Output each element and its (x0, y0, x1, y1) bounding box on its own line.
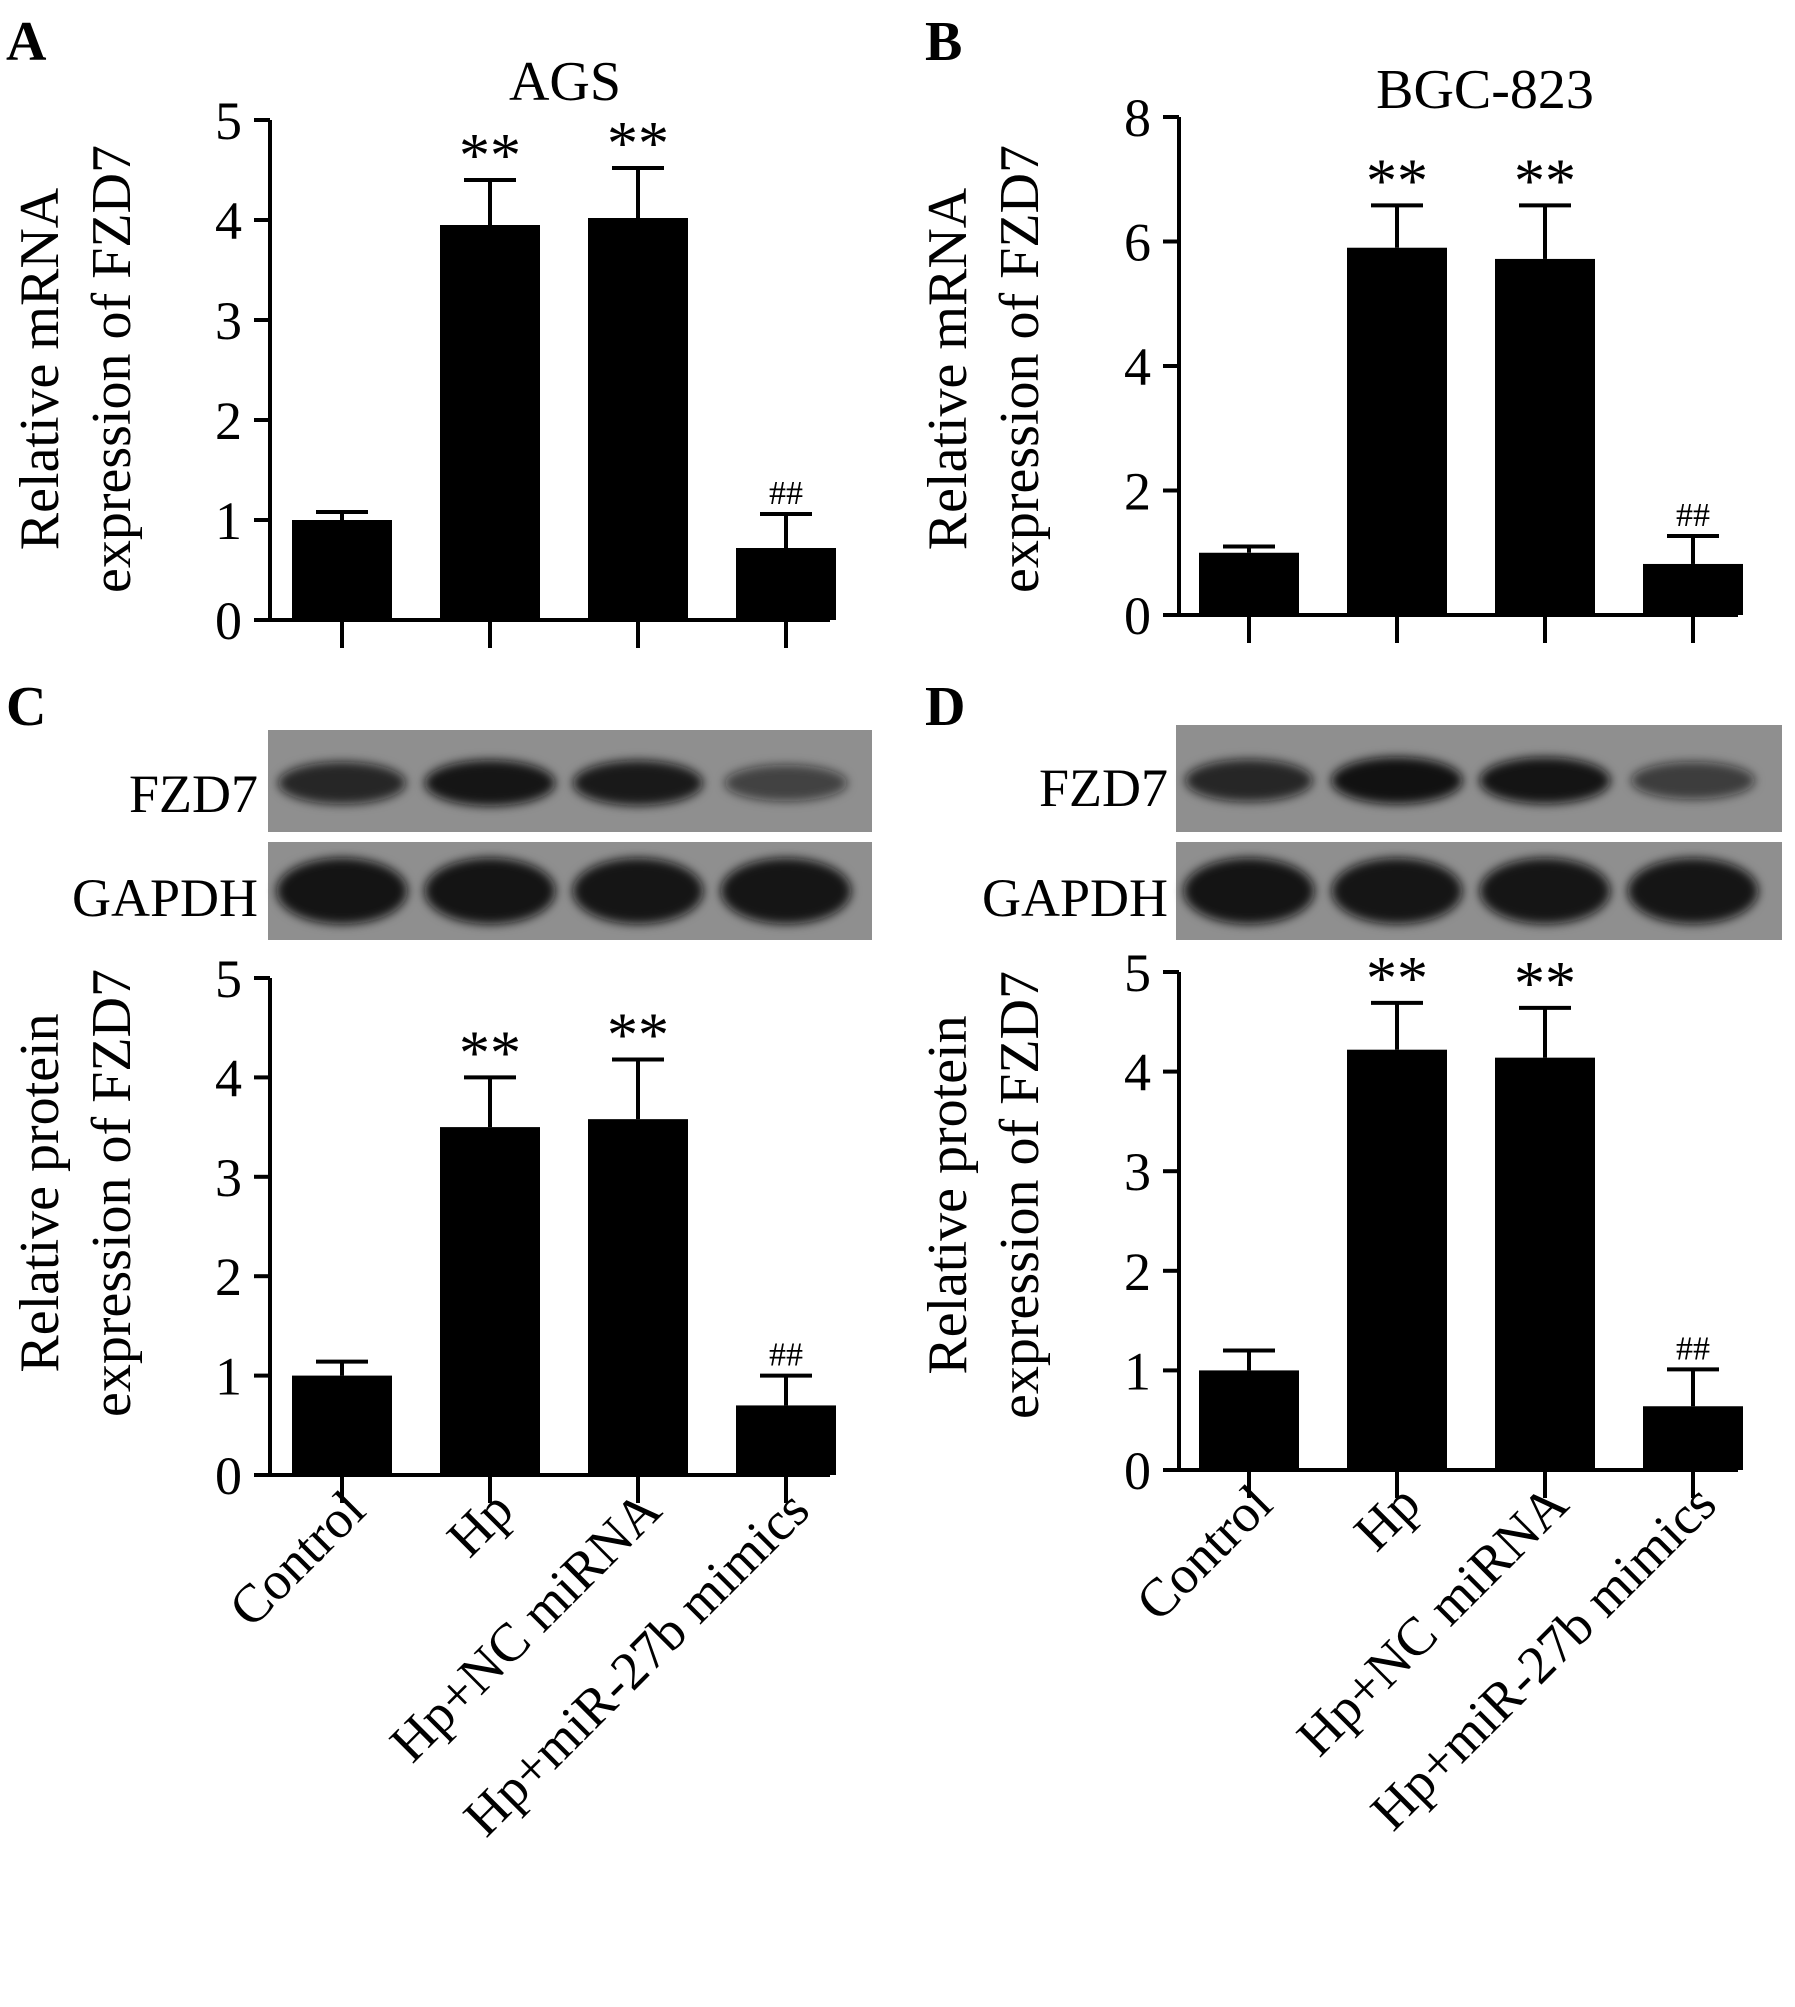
blot-band-d-gapdh-2 (1479, 858, 1611, 924)
bar-d-0 (1199, 1370, 1299, 1470)
y-tick-label-a-4: 4 (215, 191, 242, 251)
blot-band-c-fzd7-0 (278, 761, 406, 805)
x-tick-label-left-1: Hp (435, 1479, 524, 1568)
blot-band-d-fzd7-1 (1331, 757, 1463, 804)
x-tick-label-left-2: Hp+NC miRNA (378, 1479, 672, 1773)
blot-band-d-fzd7-0 (1185, 759, 1313, 802)
bar-c-3 (736, 1405, 836, 1475)
y-tick-label-a-1: 1 (215, 491, 242, 551)
bar-b-2 (1495, 258, 1595, 615)
y-tick-label-a-3: 3 (215, 291, 242, 351)
significance-label-c-3: ## (769, 1337, 803, 1374)
y-tick-label-b-0: 0 (1124, 586, 1151, 646)
significance-label-d-1: ** (1366, 945, 1428, 1013)
y-tick-label-b-4: 8 (1124, 88, 1151, 148)
blot-band-c-fzd7-1 (424, 760, 556, 806)
y-tick-label-d-0: 0 (1124, 1441, 1151, 1501)
blot-band-d-fzd7-3 (1631, 761, 1755, 800)
ylabel-b-line1: Relative mRNA (917, 187, 979, 550)
plot-b: 0 2 4 6 8 ** ** ## (1124, 88, 1743, 646)
chart-title-a: AGS (509, 51, 621, 113)
y-tick-label-d-5: 5 (1124, 943, 1151, 1003)
y-tick-label-c-5: 5 (215, 949, 242, 1009)
y-tick-label-c-2: 2 (215, 1247, 242, 1307)
blot-band-c-fzd7-2 (573, 760, 703, 806)
blot-band-d-gapdh-0 (1183, 857, 1315, 925)
x-tick-label-right-2: Hp+NC miRNA (1285, 1473, 1579, 1767)
y-tick-label-a-0: 0 (215, 591, 242, 651)
significance-label-b-1: ** (1366, 147, 1428, 215)
blot-band-d-gapdh-3 (1627, 858, 1759, 924)
significance-label-a-3: ## (769, 475, 803, 512)
significance-label-b-2: ** (1514, 147, 1576, 215)
significance-label-c-1: ** (459, 1019, 521, 1087)
bar-d-3 (1643, 1406, 1743, 1470)
panel-label-a: A (6, 11, 47, 73)
blot-band-d-fzd7-2 (1479, 757, 1611, 804)
bar-b-1 (1347, 247, 1447, 615)
y-tick-label-b-1: 2 (1124, 462, 1151, 522)
blot-label-d-fzd7: FZD7 (1039, 758, 1168, 818)
y-tick-label-a-2: 2 (215, 391, 242, 451)
blot-label-c-gapdh: GAPDH (72, 868, 258, 928)
y-tick-label-d-2: 2 (1124, 1242, 1151, 1302)
y-tick-label-d-1: 1 (1124, 1341, 1151, 1401)
ylabel-a-line2: expression of FZD7 (81, 145, 143, 593)
ylabel-c-line1: Relative protein (9, 1013, 71, 1372)
western-blot-d (1176, 725, 1782, 940)
y-tick-label-d-3: 3 (1124, 1142, 1151, 1202)
panel-label-c: C (6, 676, 46, 738)
bar-d-1 (1347, 1049, 1447, 1470)
bar-a-0 (292, 520, 392, 620)
western-blot-c (268, 730, 872, 940)
panel-label-d: D (925, 676, 965, 738)
blot-band-c-gapdh-0 (276, 857, 408, 925)
y-tick-label-b-2: 4 (1124, 337, 1151, 397)
significance-label-d-2: ** (1514, 950, 1576, 1018)
ylabel-b-line2: expression of FZD7 (989, 145, 1051, 593)
blot-band-c-gapdh-2 (572, 858, 704, 924)
ylabel-d-line2: expression of FZD7 (989, 971, 1051, 1419)
bar-d-2 (1495, 1057, 1595, 1470)
y-tick-label-b-3: 6 (1124, 213, 1151, 273)
plot-c: 0 1 2 3 4 5 ** ** ## (215, 949, 836, 1506)
plot-a: 0 1 2 3 4 5 ** ** ## (215, 91, 836, 651)
bar-a-3 (736, 548, 836, 620)
bar-c-1 (440, 1127, 540, 1475)
ylabel-a-line1: Relative mRNA (9, 187, 71, 550)
y-tick-label-a-5: 5 (215, 91, 242, 151)
ylabel-d-line1: Relative protein (917, 1015, 979, 1374)
y-tick-label-c-1: 1 (215, 1347, 242, 1407)
significance-label-c-2: ** (607, 1002, 669, 1070)
significance-label-a-1: ** (459, 122, 521, 190)
ylabel-c-line2: expression of FZD7 (81, 969, 143, 1417)
y-tick-label-c-0: 0 (215, 1446, 242, 1506)
significance-label-b-3: ## (1676, 497, 1710, 534)
x-tick-label-right-1: Hp (1342, 1473, 1431, 1562)
blot-band-c-gapdh-3 (720, 858, 852, 924)
bar-b-3 (1643, 563, 1743, 615)
blot-band-c-gapdh-1 (424, 857, 556, 925)
bar-c-0 (292, 1375, 392, 1475)
blot-band-d-gapdh-1 (1331, 858, 1463, 924)
significance-label-d-3: ## (1676, 1330, 1710, 1367)
blot-label-d-gapdh: GAPDH (982, 868, 1168, 928)
significance-label-a-2: ** (607, 110, 669, 178)
bar-a-1 (440, 225, 540, 620)
blot-label-c-fzd7: FZD7 (129, 764, 258, 824)
blot-band-c-fzd7-3 (724, 764, 848, 802)
chart-title-b: BGC-823 (1376, 59, 1594, 121)
panel-label-b: B (925, 11, 962, 73)
bar-a-2 (588, 218, 688, 620)
y-tick-label-c-4: 4 (215, 1048, 242, 1108)
bar-c-2 (588, 1119, 688, 1475)
y-tick-label-d-4: 4 (1124, 1043, 1151, 1103)
y-tick-label-c-3: 3 (215, 1148, 242, 1208)
plot-d: 0 1 2 3 4 5 ** ** ## (1124, 943, 1743, 1501)
bar-b-0 (1199, 552, 1299, 615)
